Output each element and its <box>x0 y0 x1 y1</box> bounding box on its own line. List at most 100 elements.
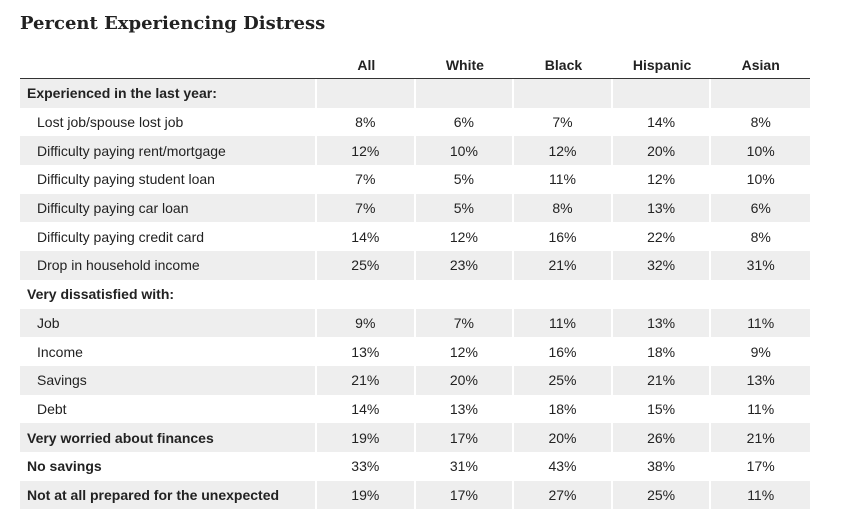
value-cell: 7% <box>317 193 416 223</box>
table-row: Savings 21% 20% 25% 21% 13% <box>20 365 810 395</box>
value-cell: 19% <box>317 480 416 510</box>
distress-table: All White Black Hispanic Asian Experienc… <box>20 50 810 510</box>
value-cell <box>416 279 515 309</box>
value-cell: 7% <box>317 165 416 194</box>
value-cell: 7% <box>415 308 515 338</box>
row-label: Lost job/spouse lost job <box>20 107 317 137</box>
value-cell: 13% <box>711 365 810 395</box>
value-cell: 13% <box>416 394 515 424</box>
table-title: Percent Experiencing Distress <box>20 13 326 34</box>
value-cell: 25% <box>612 480 712 510</box>
value-cell: 10% <box>415 136 515 166</box>
value-cell: 11% <box>514 165 613 194</box>
value-cell: 25% <box>317 251 416 280</box>
value-cell: 21% <box>514 251 613 280</box>
table-row: Not at all prepared for the unexpected 19… <box>20 480 810 510</box>
value-cell: 8% <box>750 114 771 131</box>
value-cell: 43% <box>514 451 613 481</box>
value-cell: 8% <box>750 228 771 245</box>
header-label-cell <box>20 50 317 79</box>
value-cell: 5% <box>415 193 515 223</box>
value-cell: 10% <box>746 171 775 188</box>
column-header-all: All <box>317 50 416 79</box>
value-cell: 27% <box>514 480 613 510</box>
table-row: Lost job/spouse lost job 8% 6% 7% 14% 8% <box>20 107 810 137</box>
value-cell: 20% <box>415 365 515 395</box>
row-label: Drop in household income <box>20 251 317 280</box>
table-row: Very worried about finances 19% 17% 20% 26% 2… <box>20 423 810 452</box>
value-cell: 12% <box>514 136 613 166</box>
row-label: Very worried about finances <box>20 423 317 452</box>
value-cell: 13% <box>317 337 416 366</box>
row-label: Very dissatisfied with: <box>20 279 317 309</box>
column-header-white: White <box>415 50 515 79</box>
value-cell: 17% <box>415 423 515 452</box>
value-cell: 32% <box>612 251 712 280</box>
value-cell: 25% <box>514 365 613 395</box>
value-cell: 33% <box>317 451 416 481</box>
value-cell: 9% <box>750 343 771 360</box>
value-cell: 21% <box>711 423 810 452</box>
table-row: Debt 14% 13% 18% 15% 11% <box>20 394 810 424</box>
table-row: Difficulty paying rent/mortgage 12% 10% 12%… <box>20 136 810 166</box>
table-row: Difficulty paying credit card 14% 12% 16% 22… <box>20 222 810 252</box>
value-cell: 11% <box>514 308 613 338</box>
value-cell <box>415 79 515 108</box>
value-cell: 16% <box>514 337 613 366</box>
value-cell: 8% <box>514 193 613 223</box>
value-cell: 11% <box>747 400 775 417</box>
row-label: Difficulty paying credit card <box>20 222 317 252</box>
table-row: Difficulty paying student loan 7% 5% 11% 12%… <box>20 165 810 194</box>
value-cell <box>317 79 416 108</box>
header-row: All White Black Hispanic Asian <box>20 50 810 79</box>
value-cell <box>317 279 416 309</box>
value-cell: 18% <box>613 337 712 366</box>
table-row: Drop in household income 25% 23% 21% 32% 31% <box>20 251 810 280</box>
value-cell <box>514 79 613 108</box>
value-cell: 18% <box>514 394 613 424</box>
row-label: Difficulty paying car loan <box>20 193 317 223</box>
value-cell <box>711 280 810 309</box>
value-cell <box>613 279 712 309</box>
value-cell: 12% <box>416 337 515 366</box>
row-label: Job <box>20 308 317 338</box>
value-cell: 21% <box>612 365 712 395</box>
value-cell: 8% <box>317 107 416 137</box>
table-row: Difficulty paying car loan 7% 5% 8% 13% 6% <box>20 193 810 223</box>
value-cell: 17% <box>415 480 515 510</box>
row-label: Income <box>20 337 317 366</box>
row-label: No savings <box>20 451 317 481</box>
value-cell <box>612 79 712 108</box>
row-label: Debt <box>20 394 317 424</box>
row-label: Experienced in the last year: <box>20 79 317 108</box>
column-header-black: Black <box>514 50 613 79</box>
value-cell: 17% <box>746 458 775 475</box>
row-label: Difficulty paying rent/mortgage <box>20 136 317 166</box>
value-cell: 20% <box>514 423 613 452</box>
value-cell: 12% <box>416 222 515 252</box>
column-header-hispanic: Hispanic <box>612 50 712 79</box>
value-cell: 11% <box>711 480 810 510</box>
value-cell <box>514 279 613 309</box>
table-row: Job 9% 7% 11% 13% 11% <box>20 308 810 338</box>
value-cell: 12% <box>613 165 712 194</box>
value-cell: 31% <box>416 451 515 481</box>
value-cell: 21% <box>317 365 416 395</box>
value-cell: 23% <box>415 251 515 280</box>
value-cell: 6% <box>711 193 810 223</box>
value-cell: 22% <box>613 222 712 252</box>
column-header-asian: Asian <box>711 50 810 79</box>
value-cell: 13% <box>612 308 712 338</box>
table-row: No savings 33% 31% 43% 38% 17% <box>20 451 810 481</box>
table-body: Experienced in the last year: Lost job/sp… <box>20 79 810 510</box>
value-cell: 19% <box>317 423 416 452</box>
value-cell: 20% <box>612 136 712 166</box>
value-cell: 5% <box>416 165 515 194</box>
row-label: Savings <box>20 365 317 395</box>
value-cell: 14% <box>317 222 416 252</box>
value-cell: 10% <box>711 136 810 166</box>
value-cell: 16% <box>514 222 613 252</box>
row-label: Not at all prepared for the unexpected <box>20 480 317 510</box>
value-cell <box>711 79 810 108</box>
table-row: Income 13% 12% 16% 18% 9% <box>20 337 810 366</box>
